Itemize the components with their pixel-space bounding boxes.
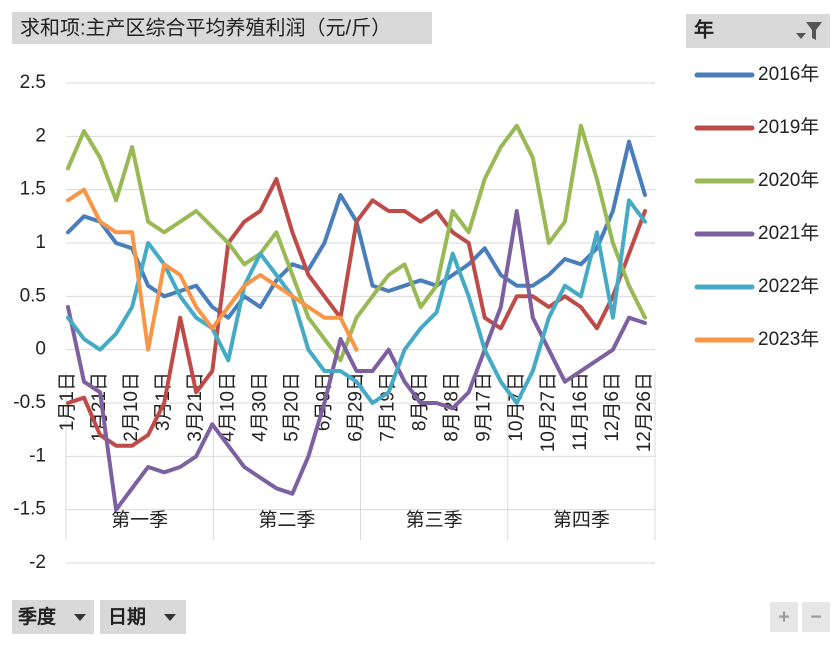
collapse-button-bg[interactable]: [802, 602, 830, 632]
legend-label: 2023年: [758, 328, 819, 350]
x-tick-label: 3月21日: [185, 372, 206, 442]
x-tick-label: 4月10日: [217, 372, 238, 442]
y-tick-label: 1.5: [20, 179, 46, 200]
x-tick-label: 4月30日: [249, 372, 270, 442]
series-line: [66, 187, 359, 352]
quarter-button[interactable]: 季度: [18, 605, 57, 628]
quarter-label: 第二季: [258, 509, 315, 531]
y-tick-label: 0: [35, 339, 46, 360]
legend-label: 2022年: [758, 275, 819, 297]
quarter-label: 第三季: [406, 509, 463, 531]
series-line: [66, 209, 647, 512]
y-tick-label: 2: [35, 125, 46, 146]
x-tick-label: 2月10日: [121, 372, 142, 442]
y-tick-label: -2: [29, 552, 46, 573]
date-button[interactable]: 日期: [108, 606, 146, 628]
filter-icon[interactable]: [796, 22, 822, 40]
x-tick-label: 10月27日: [538, 372, 559, 452]
expand-button-bg[interactable]: [770, 602, 798, 632]
legend-label: 2021年: [758, 222, 819, 244]
legend-header-bg[interactable]: [686, 14, 830, 48]
y-tick-label: -1: [29, 445, 46, 466]
x-tick-label: 5月20日: [281, 372, 302, 442]
legend-label: 2020年: [758, 169, 819, 191]
title-button-bg[interactable]: [12, 12, 432, 44]
quarter-label: 第一季: [111, 509, 168, 531]
y-tick-label: -1.5: [13, 499, 46, 520]
legend-header[interactable]: 年: [694, 17, 714, 41]
x-tick-label: 11月16日: [570, 372, 591, 451]
dropdown-arrow[interactable]: [74, 614, 86, 621]
y-tick-label: 1: [35, 232, 46, 253]
legend-label: 2019年: [758, 116, 819, 138]
y-tick-label: -0.5: [13, 392, 46, 413]
x-tick-label: 12月26日: [634, 372, 655, 452]
series-line: [66, 177, 647, 448]
x-tick-label: 12月6日: [602, 372, 623, 442]
dropdown-arrow[interactable]: [164, 614, 176, 621]
expand-button[interactable]: +: [778, 607, 789, 628]
y-tick-label: 2.5: [20, 72, 46, 93]
y-tick-label: 0.5: [20, 285, 46, 306]
x-tick-label: 7月19日: [378, 372, 399, 442]
chart-title[interactable]: 求和项:主产区综合平均养殖利润（元/斤）: [20, 16, 391, 39]
series-line: [66, 123, 647, 363]
quarter-label: 第四季: [553, 509, 610, 531]
legend-label: 2016年: [758, 63, 819, 85]
x-tick-label: 9月17日: [474, 372, 495, 442]
x-tick-label: 10月7日: [506, 372, 527, 442]
collapse-button[interactable]: −: [810, 607, 821, 628]
